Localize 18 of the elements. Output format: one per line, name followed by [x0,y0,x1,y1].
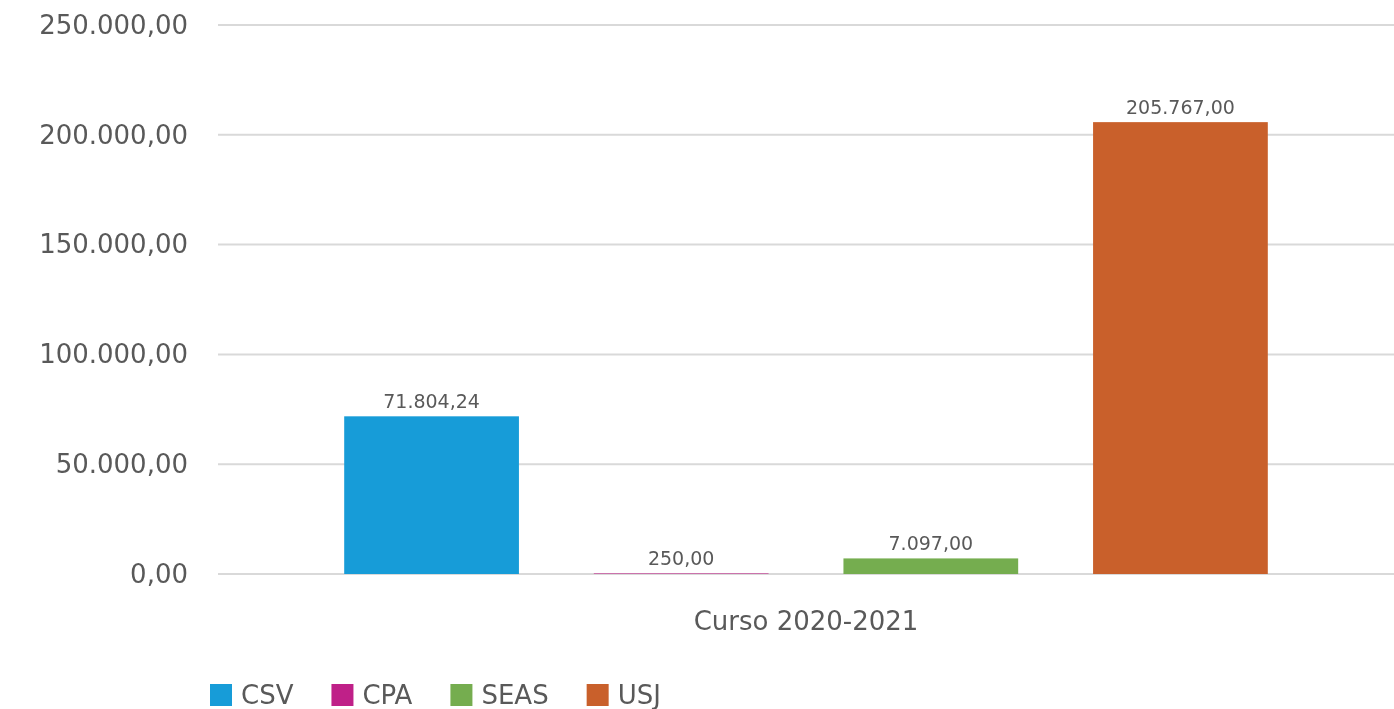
x-tick-label: Curso 2020-2021 [693,606,919,637]
y-tick-label: 100.000,00 [39,339,188,370]
y-tick-label: 150.000,00 [39,229,188,260]
bar [1093,122,1268,574]
y-tick-label: 250.000,00 [39,9,188,40]
legend-label: USJ [617,680,661,709]
legend-label: CSV [241,680,294,709]
y-tick-label: 0,00 [130,558,188,589]
bar [843,558,1019,574]
data-label: 205.767,00 [1126,96,1235,119]
legend-label: CPA [362,680,413,709]
bar [344,416,519,574]
legend-label: SEAS [481,680,549,709]
data-label: 250,00 [647,547,715,570]
data-label: 71.804,24 [383,390,480,413]
y-tick-label: 200.000,00 [39,119,188,150]
y-tick-label: 50.000,00 [55,449,188,480]
data-label: 7.097,00 [888,532,974,555]
